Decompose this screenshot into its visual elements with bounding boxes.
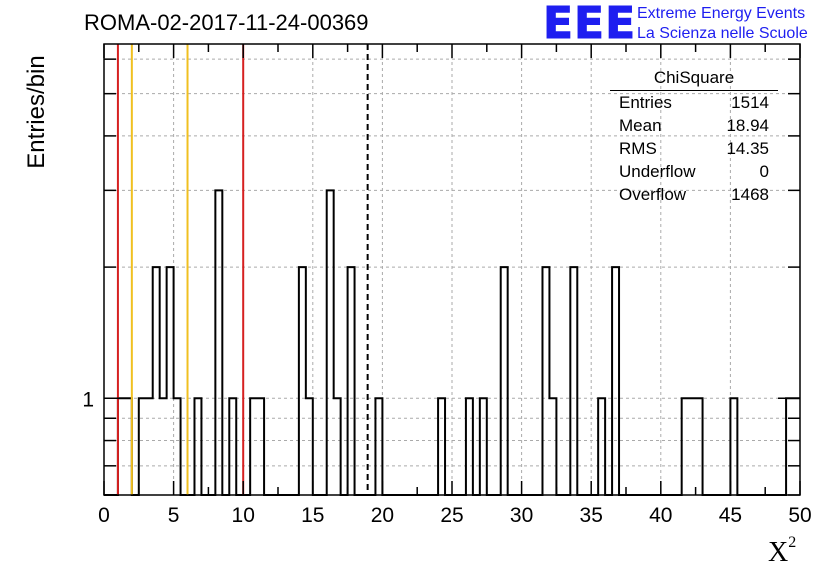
histogram-bar xyxy=(174,398,181,495)
eee-logo-text: Extreme Energy Events La Scienza nelle S… xyxy=(637,4,808,44)
stats-title: ChiSquare xyxy=(610,66,778,91)
histogram-bar xyxy=(730,398,737,495)
histogram-bar xyxy=(215,190,222,495)
histogram-bar xyxy=(306,398,313,495)
histogram-bar xyxy=(146,398,153,495)
y-tick-label: 1 xyxy=(82,388,94,411)
stats-row-rms: RMS 14.35 xyxy=(610,137,778,160)
histogram-bar xyxy=(466,398,473,495)
histogram-bar xyxy=(194,398,201,495)
marker-lines xyxy=(116,44,369,495)
stats-label: Mean xyxy=(619,116,662,135)
histogram-bar xyxy=(118,398,125,495)
histogram-bar xyxy=(682,398,689,495)
histogram-bar xyxy=(139,398,146,495)
stats-label: Overflow xyxy=(619,185,687,204)
histogram-bar xyxy=(167,267,174,495)
histogram-bar xyxy=(793,398,800,495)
histogram-bar xyxy=(598,398,605,495)
eee-logo: EEE Extreme Energy Events La Scienza nel… xyxy=(542,0,807,49)
stats-value: 1514 xyxy=(731,93,769,112)
stats-box: ChiSquare Entries 1514 Mean 18.94 RMS 14… xyxy=(610,66,778,211)
stats-label: Entries xyxy=(619,93,672,112)
histogram-bar xyxy=(125,398,132,495)
logo-line-2: La Scienza nelle Scuole xyxy=(637,25,808,42)
histogram-bar xyxy=(153,267,160,495)
stats-row-entries: Entries 1514 xyxy=(610,91,778,114)
x-tick-label: 30 xyxy=(510,504,533,527)
histogram-bar xyxy=(299,267,306,495)
histogram-bar xyxy=(250,398,257,495)
stats-label: Underflow xyxy=(619,162,696,181)
histogram-bar xyxy=(501,267,508,495)
stats-value: 18.94 xyxy=(726,116,769,135)
histogram-bar xyxy=(375,398,382,495)
histogram-bar xyxy=(696,398,703,495)
axis-ticks xyxy=(103,44,801,496)
histogram-bar xyxy=(570,267,577,495)
x-axis-superscript: 2 xyxy=(788,533,797,551)
logo-line-1: Extreme Energy Events xyxy=(637,5,806,22)
stats-row-mean: Mean 18.94 xyxy=(610,114,778,137)
histogram-bar xyxy=(334,398,341,495)
stats-value: 1468 xyxy=(731,185,769,204)
x-tick-label: 35 xyxy=(580,504,603,527)
tick-labels: 0 5 10 15 20 25 30 35 40 45 50 1 xyxy=(82,388,811,527)
histogram-bar xyxy=(549,398,556,495)
histogram-bar xyxy=(229,398,236,495)
stats-value: 14.35 xyxy=(726,139,769,158)
eee-logo-mark: EEE xyxy=(542,0,637,49)
histogram-bar xyxy=(612,267,619,495)
x-tick-label: 40 xyxy=(649,504,672,527)
histogram-bar xyxy=(348,267,355,495)
y-axis-label: Entries/bin xyxy=(23,55,50,169)
stats-row-underflow: Underflow 0 xyxy=(610,160,778,183)
histogram-bar xyxy=(438,398,445,495)
x-tick-label: 15 xyxy=(301,504,324,527)
histogram-bar xyxy=(480,398,487,495)
histogram-bar xyxy=(327,190,334,495)
x-tick-label: 25 xyxy=(440,504,463,527)
x-axis-label: X2 xyxy=(768,533,797,569)
histogram-bar xyxy=(160,398,167,495)
x-tick-label: 5 xyxy=(168,504,180,527)
x-tick-label: 50 xyxy=(788,504,811,527)
stats-value: 0 xyxy=(759,162,769,181)
histogram-bar xyxy=(257,398,264,495)
stats-label: RMS xyxy=(619,139,657,158)
x-tick-label: 20 xyxy=(371,504,394,527)
x-tick-label: 10 xyxy=(232,504,255,527)
stats-row-overflow: Overflow 1468 xyxy=(610,183,778,206)
histogram-bar xyxy=(786,398,793,495)
x-axis-symbol: X xyxy=(768,537,789,568)
x-tick-label: 0 xyxy=(98,504,110,527)
plot-title: ROMA-02-2017-11-24-00369 xyxy=(84,10,369,35)
histogram-bar xyxy=(542,267,549,495)
x-tick-label: 45 xyxy=(719,504,742,527)
histogram-bar xyxy=(689,398,696,495)
